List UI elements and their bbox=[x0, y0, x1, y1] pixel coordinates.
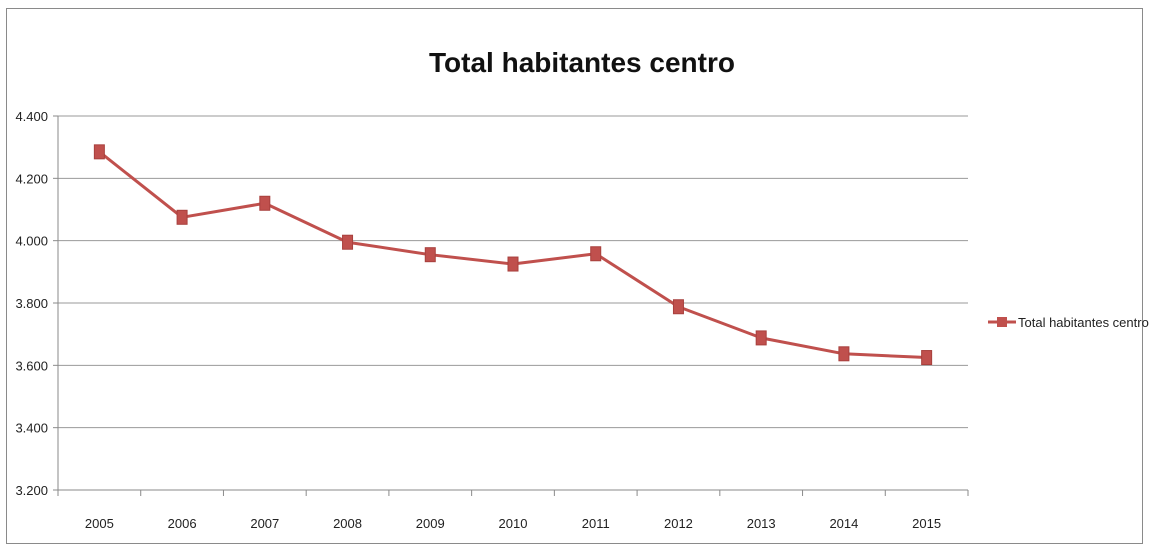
x-tick-label: 2006 bbox=[168, 516, 197, 531]
x-tick-label: 2014 bbox=[829, 516, 858, 531]
data-point bbox=[342, 234, 354, 250]
chart-title: Total habitantes centro bbox=[429, 47, 735, 78]
data-point bbox=[672, 299, 684, 315]
legend-marker bbox=[997, 317, 1007, 327]
gridlines bbox=[58, 115, 968, 491]
y-tick-label: 4.400 bbox=[15, 109, 48, 124]
y-tick-label: 4.200 bbox=[15, 171, 48, 186]
x-tick-label: 2010 bbox=[499, 516, 528, 531]
x-tick-label: 2007 bbox=[250, 516, 279, 531]
chart-frame bbox=[6, 8, 1143, 544]
x-tick-labels: 2005 2006 2007 2008 2009 2010 2011 2012 2013 2014… bbox=[85, 516, 941, 531]
data-point bbox=[507, 256, 519, 272]
data-point bbox=[259, 195, 271, 211]
data-point bbox=[590, 246, 602, 262]
data-point bbox=[93, 144, 105, 160]
x-tick-label: 2005 bbox=[85, 516, 114, 531]
data-point bbox=[838, 346, 850, 362]
y-tick-labels: 3.200 3.400 3.600 3.800 4.000 4.200 4.400 bbox=[15, 109, 48, 498]
x-tick-label: 2015 bbox=[912, 516, 941, 531]
data-point bbox=[755, 330, 767, 346]
series-line bbox=[98, 150, 927, 360]
series-layer bbox=[93, 144, 933, 366]
legend-label: Total habitantes centro bbox=[1018, 315, 1149, 330]
x-tick-label: 2012 bbox=[664, 516, 693, 531]
y-tick-label: 3.200 bbox=[15, 483, 48, 498]
x-tick-label: 2011 bbox=[582, 516, 610, 531]
y-tick-label: 3.800 bbox=[15, 296, 48, 311]
x-tick-label: 2013 bbox=[747, 516, 776, 531]
x-tick-label: 2009 bbox=[416, 516, 445, 531]
x-tick-label: 2008 bbox=[333, 516, 362, 531]
legend: Total habitantes centro bbox=[988, 315, 1149, 330]
y-tick-label: 3.400 bbox=[15, 421, 48, 436]
y-tick-label: 3.600 bbox=[15, 358, 48, 373]
axes bbox=[53, 115, 969, 496]
y-tick-label: 4.000 bbox=[15, 234, 48, 249]
data-point bbox=[176, 209, 188, 225]
data-point bbox=[921, 350, 933, 366]
data-point bbox=[424, 247, 436, 263]
